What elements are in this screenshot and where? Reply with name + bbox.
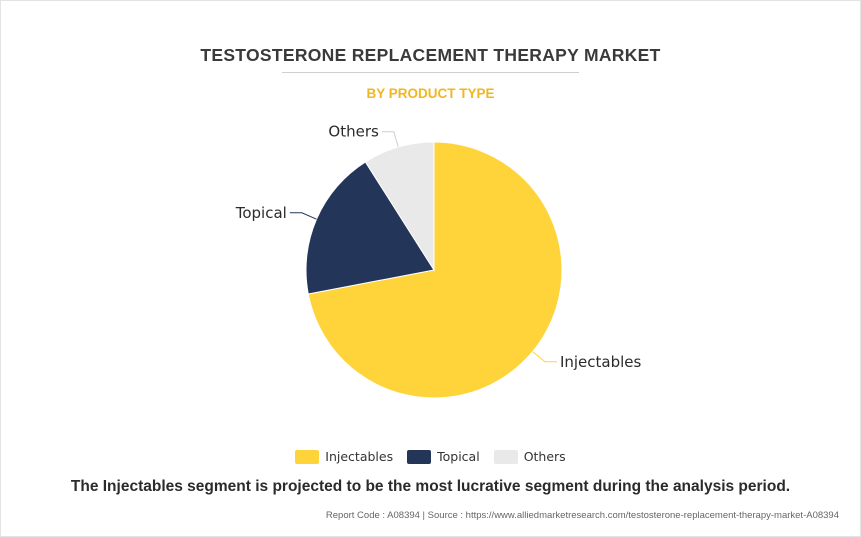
chart-title: TESTOSTERONE REPLACEMENT THERAPY MARKET [200,45,661,65]
legend-item-others: Others [493,449,566,464]
footnote: The Injectables segment is projected to … [70,478,791,495]
pie-slice-topical [305,161,435,295]
pie-slice-injectables [307,141,563,399]
legend-swatch-topical [407,449,432,464]
slice-label-others: Others [328,123,379,141]
legend-label-injectables: Injectables [325,449,394,464]
slice-label-injectables: Injectables [560,353,642,371]
legend-swatch-others [493,449,518,464]
legend-label-others: Others [523,449,566,464]
legend-label-topical: Topical [437,449,480,464]
slice-label-topical: Topical [235,204,287,222]
pie-slices [305,141,563,399]
leader-line-injectables [532,351,557,363]
title-divider [282,72,579,73]
chart-subtitle: BY PRODUCT TYPE [366,86,495,101]
legend-item-injectables: Injectables [295,449,393,464]
leader-lines [289,131,557,363]
leader-line-topical [289,212,317,220]
legend-swatch-injectables [295,449,320,464]
slice-labels: Injectables Topical Others [235,123,642,371]
legend: Injectables Topical Others [0,449,861,464]
source-line: Report Code : A08394 | Source : https://… [325,510,839,521]
legend-item-topical: Topical [407,449,480,464]
leader-line-others [381,131,399,148]
